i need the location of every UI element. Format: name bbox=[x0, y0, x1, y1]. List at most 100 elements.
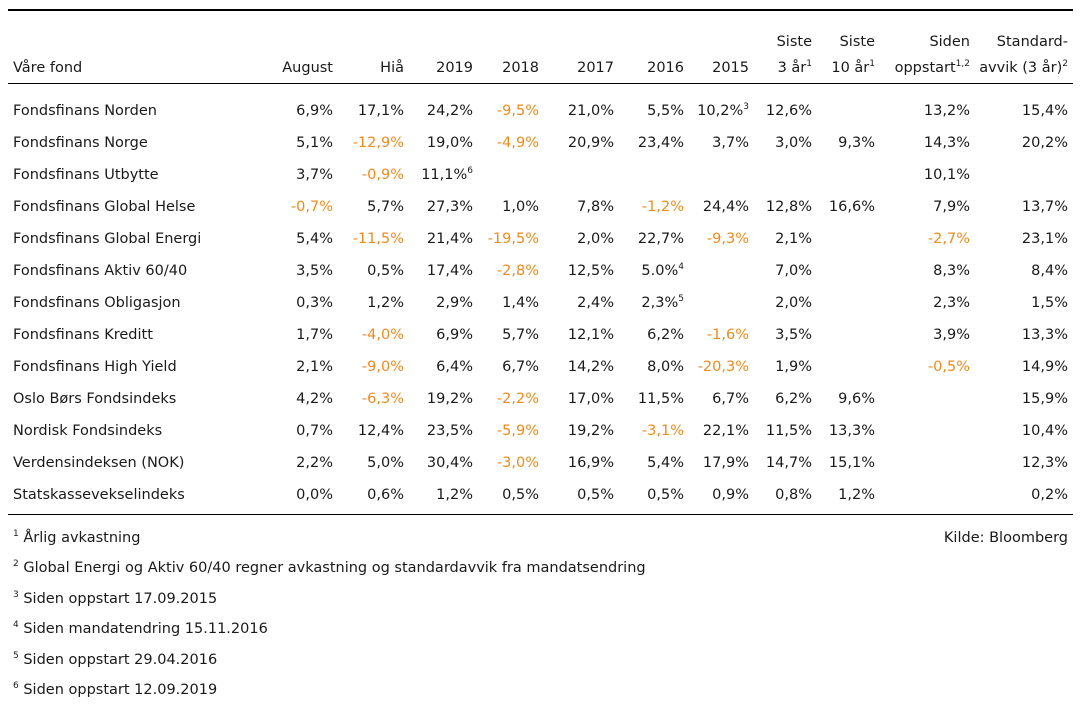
cell-value: -2,7% bbox=[927, 231, 970, 247]
table-cell: 1,2% bbox=[436, 485, 473, 505]
cell-value: 15,9% bbox=[1021, 391, 1068, 407]
cell-value: 5.0% bbox=[641, 263, 679, 279]
table-cell: 1,0% bbox=[502, 197, 539, 217]
cell-value: 0,5% bbox=[502, 487, 539, 503]
cell-value: 17,4% bbox=[426, 263, 473, 279]
column-header-line: avvik (3 år)2 bbox=[979, 59, 1068, 77]
cell-value: 0,7% bbox=[296, 423, 333, 439]
cell-value: -19,5% bbox=[487, 231, 539, 247]
table-row: Oslo Børs Fondsindeks 4,2% -6,3% 19,2% -2,2%… bbox=[0, 389, 1089, 421]
cell-value: 22,7% bbox=[637, 231, 684, 247]
table-cell: 5,7% bbox=[367, 197, 404, 217]
cell-value: 1,5% bbox=[1031, 295, 1068, 311]
fund-name: Fondsfinans Norden bbox=[13, 103, 157, 119]
cell-value: 0,5% bbox=[577, 487, 614, 503]
table-row: Fondsfinans Global Energi 5,4% -11,5% 21,4%… bbox=[0, 229, 1089, 261]
column-header: Standard-avvik (3 år)2 bbox=[979, 29, 1068, 81]
cell-value: 0,5% bbox=[647, 487, 684, 503]
table-cell: -2,2% bbox=[497, 389, 539, 409]
column-header-line: 3 år1 bbox=[777, 59, 812, 77]
footnote: 5 Siden oppstart 29.04.2016 bbox=[13, 650, 217, 670]
cell-value: -9,0% bbox=[361, 359, 404, 375]
cell-value: 16,6% bbox=[828, 199, 875, 215]
cell-value: 5,5% bbox=[647, 103, 684, 119]
table-row: Nordisk Fondsindeks 0,7% 12,4% 23,5% -5,9% 19… bbox=[0, 421, 1089, 453]
table-cell: 6,4% bbox=[436, 357, 473, 377]
table-row: Verdensindeksen (NOK) 2,2% 5,0% 30,4% -3,0% 1… bbox=[0, 453, 1089, 485]
table-cell: 19,2% bbox=[568, 421, 614, 441]
table-cell: 12,3% bbox=[1022, 453, 1068, 473]
table-cell: 1,9% bbox=[775, 357, 812, 377]
table-cell: 23,5% bbox=[427, 421, 473, 441]
table-cell: 11,5% bbox=[766, 421, 812, 441]
cell-value: 12,1% bbox=[567, 327, 614, 343]
table-cell: 23,1% bbox=[1022, 229, 1068, 249]
cell-value: 5,1% bbox=[296, 135, 333, 151]
table-cell: 6,7% bbox=[712, 389, 749, 409]
table-cell: 3,0% bbox=[775, 133, 812, 153]
column-header: 2015 bbox=[712, 55, 749, 81]
cell-value: 3,5% bbox=[775, 327, 812, 343]
cell-value: 0,6% bbox=[367, 487, 404, 503]
table-cell: 13,7% bbox=[1022, 197, 1068, 217]
table-cell: 6,9% bbox=[296, 101, 333, 121]
table-cell: 19,2% bbox=[427, 389, 473, 409]
fund-name: Fondsfinans Obligasjon bbox=[13, 295, 181, 311]
footnote-text: Siden oppstart 17.09.2015 bbox=[18, 590, 218, 607]
column-header-line: 2016 bbox=[647, 60, 684, 76]
cell-value: 19,0% bbox=[426, 135, 473, 151]
cell-value: 12,3% bbox=[1021, 455, 1068, 471]
column-header: Våre fond bbox=[13, 55, 82, 81]
cell-value: 16,9% bbox=[567, 455, 614, 471]
table-cell: 5,7% bbox=[502, 325, 539, 345]
table-cell: 0,2% bbox=[1031, 485, 1068, 505]
cell-value: 13,3% bbox=[828, 423, 875, 439]
fund-name: Fondsfinans Kreditt bbox=[13, 327, 153, 343]
cell-value: 0,0% bbox=[296, 487, 333, 503]
table-cell: 24,4% bbox=[703, 197, 749, 217]
table-cell: 2,3% bbox=[933, 293, 970, 313]
table-row: Fondsfinans Norge 5,1% -12,9% 19,0% -4,9% 20,… bbox=[0, 133, 1089, 165]
column-header-line: August bbox=[282, 60, 333, 76]
table-cell: 5,5% bbox=[647, 101, 684, 121]
cell-value: 30,4% bbox=[426, 455, 473, 471]
cell-value: 13,2% bbox=[923, 103, 970, 119]
footnote-marker: 2 bbox=[1062, 59, 1068, 69]
cell-value: 5,4% bbox=[647, 455, 684, 471]
footnote-text: Siden oppstart 12.09.2019 bbox=[18, 682, 218, 698]
cell-value: 5,7% bbox=[367, 199, 404, 215]
table-cell: 2,1% bbox=[296, 357, 333, 377]
table-cell: 11,1%6 bbox=[421, 165, 473, 185]
footnote-marker: 1,2 bbox=[955, 59, 970, 69]
cell-value: 7,8% bbox=[577, 199, 614, 215]
footnote-text: Årlig avkastning bbox=[18, 530, 141, 546]
cell-value: -1,6% bbox=[706, 327, 749, 343]
table-cell: 17,4% bbox=[427, 261, 473, 281]
cell-value: 6,4% bbox=[436, 359, 473, 375]
table-cell: 13,2% bbox=[924, 101, 970, 121]
table-cell: -1,2% bbox=[642, 197, 684, 217]
column-header-line: Siste bbox=[839, 34, 875, 50]
cell-value: 8,3% bbox=[933, 263, 970, 279]
cell-value: 7,9% bbox=[933, 199, 970, 215]
cell-value: -0,9% bbox=[361, 167, 404, 183]
column-header: Siden oppstart1,2 bbox=[895, 29, 970, 81]
table-cell: 9,6% bbox=[838, 389, 875, 409]
cell-value: 2,2% bbox=[296, 455, 333, 471]
cell-value: 6,2% bbox=[775, 391, 812, 407]
table-cell: -0,9% bbox=[362, 165, 404, 185]
table-cell: 15,1% bbox=[829, 453, 875, 473]
fund-name: Oslo Børs Fondsindeks bbox=[13, 391, 177, 407]
table-cell: 10,2%3 bbox=[697, 101, 749, 121]
cell-value: -5,9% bbox=[496, 423, 539, 439]
cell-value: 1,2% bbox=[367, 295, 404, 311]
cell-value: 6,7% bbox=[712, 391, 749, 407]
footnote-marker: 3 bbox=[13, 589, 19, 600]
table-cell: 2,9% bbox=[436, 293, 473, 313]
column-header-line: Hiå bbox=[380, 60, 404, 76]
cell-value: 0,2% bbox=[1031, 487, 1068, 503]
cell-value: 1,2% bbox=[436, 487, 473, 503]
table-cell: 6,2% bbox=[775, 389, 812, 409]
table-cell: -3,1% bbox=[642, 421, 684, 441]
column-header-line: oppstart1,2 bbox=[894, 59, 970, 77]
